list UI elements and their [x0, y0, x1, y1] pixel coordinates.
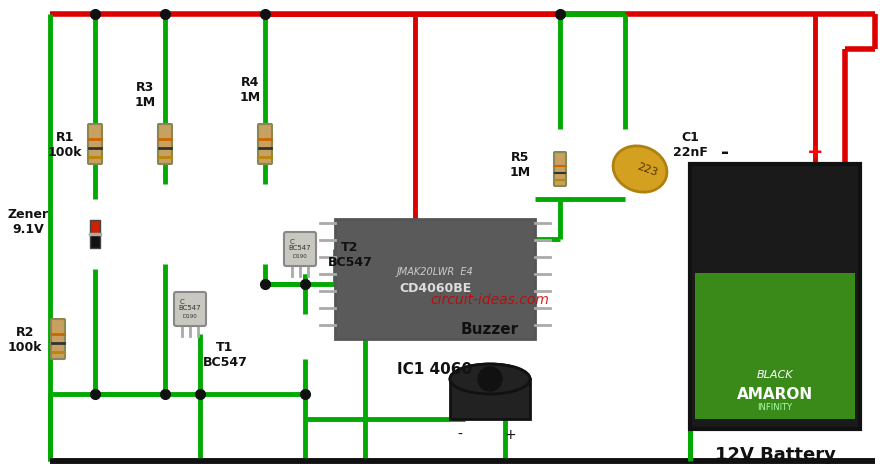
Text: JMAK20LWR  E4: JMAK20LWR E4	[396, 267, 473, 277]
Text: AMARON: AMARON	[737, 387, 813, 402]
Text: T1
BC547: T1 BC547	[203, 340, 247, 368]
Bar	[90, 235, 100, 248]
Text: -: -	[721, 143, 729, 162]
Ellipse shape	[450, 364, 530, 394]
Ellipse shape	[450, 364, 530, 394]
Text: T2
BC547: T2 BC547	[327, 240, 372, 268]
Bar	[335, 219, 535, 339]
FancyBboxPatch shape	[51, 319, 65, 359]
Text: R2
100k: R2 100k	[8, 325, 43, 353]
FancyBboxPatch shape	[284, 232, 316, 267]
Text: circuit-ideas.com: circuit-ideas.com	[430, 292, 549, 307]
Text: +: +	[806, 143, 823, 162]
Text: 12V Battery: 12V Battery	[715, 445, 836, 463]
Text: R1
100k: R1 100k	[48, 131, 83, 159]
Text: +: +	[504, 427, 516, 441]
Bar	[695, 274, 855, 419]
Bar	[90, 220, 100, 235]
Text: R3
1M: R3 1M	[134, 81, 156, 109]
Text: CD4060BE: CD4060BE	[399, 281, 471, 294]
Text: Buzzer: Buzzer	[461, 322, 519, 337]
FancyBboxPatch shape	[554, 153, 566, 187]
Ellipse shape	[613, 147, 667, 193]
FancyBboxPatch shape	[88, 125, 102, 165]
FancyBboxPatch shape	[158, 125, 172, 165]
Bar	[450, 379, 530, 419]
Text: C: C	[290, 238, 294, 245]
Text: -: -	[458, 427, 462, 441]
Text: BC547: BC547	[289, 245, 311, 250]
Bar	[690, 165, 860, 429]
Text: Zener
9.1V: Zener 9.1V	[7, 208, 49, 236]
Text: C: C	[180, 298, 184, 304]
Text: R5
1M: R5 1M	[509, 151, 531, 178]
Text: C1
22nF: C1 22nF	[673, 131, 708, 159]
Text: INFINITY: INFINITY	[757, 403, 793, 412]
Text: BC547: BC547	[179, 304, 201, 310]
Text: IC1 4060: IC1 4060	[397, 362, 473, 377]
Circle shape	[478, 367, 502, 391]
Text: D190: D190	[182, 313, 197, 318]
FancyBboxPatch shape	[258, 125, 272, 165]
Text: D190: D190	[292, 253, 308, 258]
Text: 223: 223	[636, 161, 659, 178]
Text: BLACK: BLACK	[757, 369, 793, 379]
Text: R4
1M: R4 1M	[239, 76, 260, 104]
FancyBboxPatch shape	[174, 292, 206, 327]
